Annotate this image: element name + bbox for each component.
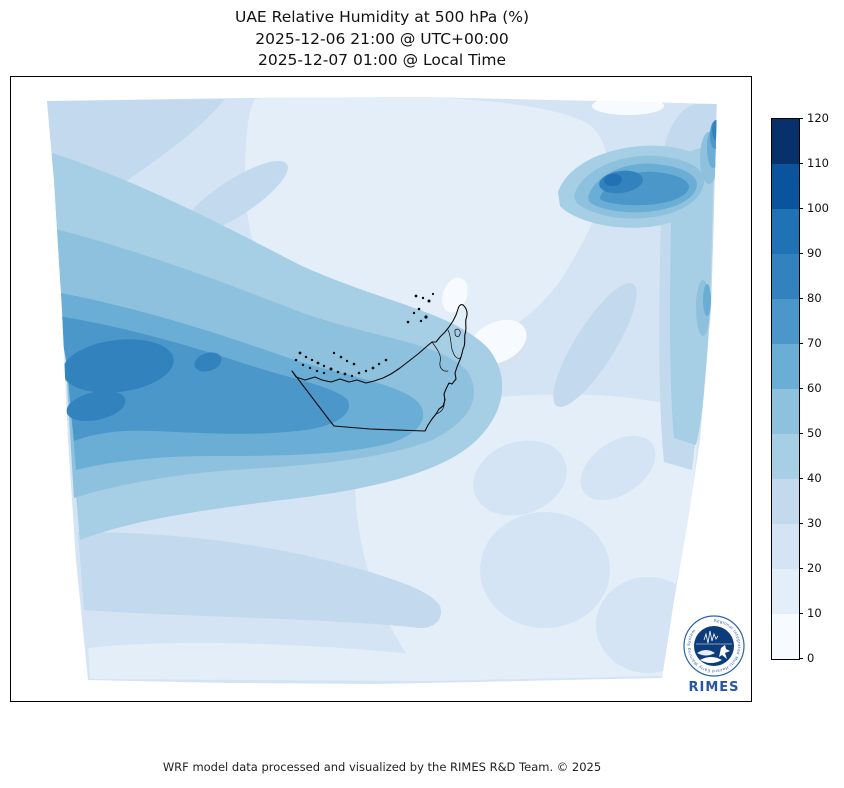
- colorbar-tick-label: 110: [807, 156, 829, 170]
- colorbar-tick-label: 100: [807, 201, 829, 215]
- colorbar-segment-0-10: [772, 614, 799, 659]
- colorbar-tick-label: 20: [807, 561, 822, 575]
- colorbar-tick-label: 10: [807, 606, 822, 620]
- colorbar-tickmark: [799, 522, 803, 524]
- colorbar-tickmark: [799, 252, 803, 254]
- colorbar-tickmark: [799, 657, 803, 659]
- colorbar-tickmark: [799, 612, 803, 614]
- colorbar-tick-label: 0: [807, 651, 815, 665]
- colorbar-tick-label: 40: [807, 471, 822, 485]
- colorbar-tick-label: 30: [807, 516, 822, 530]
- colorbar-tick-label: 60: [807, 381, 822, 395]
- colorbar-tickmark: [799, 387, 803, 389]
- rimes-logo: Regional Integrated Multi-Hazard Early W…: [680, 612, 748, 696]
- colorbar: [771, 118, 800, 660]
- map-axes: [10, 76, 752, 702]
- colorbar-tickmark: [799, 162, 803, 164]
- colorbar-tickmark: [799, 342, 803, 344]
- colorbar-segment-50-60: [772, 389, 799, 434]
- colorbar-tick-label: 80: [807, 291, 822, 305]
- colorbar-segment-30-40: [772, 479, 799, 524]
- rh-region-80-90: [62, 120, 717, 422]
- colorbar-segment-90-100: [772, 209, 799, 254]
- uae-boundary-outline: [291, 304, 468, 432]
- colorbar-tickmark: [799, 432, 803, 434]
- colorbar-tick-label: 70: [807, 336, 822, 350]
- colorbar-segment-60-70: [772, 344, 799, 389]
- footer-credit: WRF model data processed and visualized …: [162, 760, 602, 774]
- plot-subtitle-utc: 2025-12-06 21:00 @ UTC+00:00: [255, 29, 509, 48]
- humidity-contour-field: [47, 97, 717, 684]
- colorbar-tickmark: [799, 567, 803, 569]
- plot-subtitle-local: 2025-12-07 01:00 @ Local Time: [257, 51, 507, 69]
- island-dots: [294, 292, 435, 378]
- colorbar-tickmark: [799, 297, 803, 299]
- plot-title-block: UAE Relative Humidity at 500 hPa (%) 202…: [0, 7, 764, 72]
- colorbar-segment-110-120: [772, 119, 799, 164]
- colorbar-tick-label: 120: [807, 111, 829, 125]
- logo-figure-icon: [719, 645, 730, 659]
- colorbar-tick-label: 90: [807, 246, 822, 260]
- colorbar-segment-10-20: [772, 569, 799, 614]
- colorbar-segment-20-30: [772, 524, 799, 569]
- colorbar-segment-40-50: [772, 434, 799, 479]
- colorbar-segment-70-80: [772, 299, 799, 344]
- colorbar-tickmark: [799, 117, 803, 119]
- colorbar-tick-label: 50: [807, 426, 822, 440]
- colorbar-tickmark: [799, 477, 803, 479]
- colorbar-tickmark: [799, 207, 803, 209]
- logo-wave-icon: [697, 650, 715, 656]
- humidity-map-svg: [10, 76, 752, 702]
- logo-wordmark: RIMES: [688, 680, 739, 695]
- colorbar-segment-100-110: [772, 164, 799, 209]
- logo-wave2-icon: [700, 657, 722, 663]
- logo-seismogram-icon: [703, 630, 719, 644]
- rh-region-90-100: [604, 173, 622, 187]
- rimes-logo-svg: Regional Integrated Multi-Hazard Early W…: [683, 615, 745, 695]
- plot-title: UAE Relative Humidity at 500 hPa (%): [234, 8, 530, 26]
- colorbar-segment-80-90: [772, 254, 799, 299]
